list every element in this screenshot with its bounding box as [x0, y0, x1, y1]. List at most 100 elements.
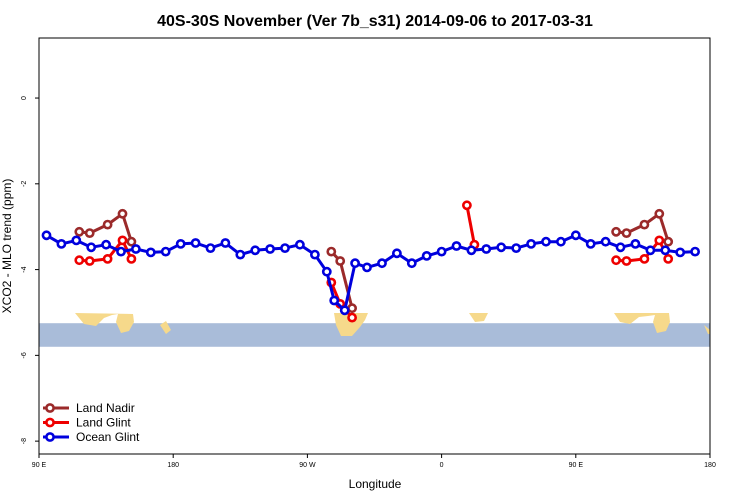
x-tick-label: 90 E [32, 462, 47, 469]
data-point-land-nadir [84, 228, 95, 238]
data-point-ocean-glint [220, 238, 231, 248]
data-point-ocean-glint [436, 246, 447, 257]
world-map-band [39, 313, 710, 347]
y-tick-label: 0 [21, 96, 28, 100]
data-point-land-nadir [663, 236, 674, 247]
data-point-ocean-glint [615, 242, 626, 253]
land-shape [614, 313, 670, 333]
data-point-ocean-glint [406, 258, 417, 269]
data-point-ocean-glint [630, 238, 641, 249]
data-point-ocean-glint [101, 239, 111, 250]
data-point-ocean-glint [350, 258, 360, 269]
data-point-ocean-glint [362, 262, 372, 273]
data-point-ocean-glint [526, 238, 536, 249]
legend-item-ocean-glint: Ocean Glint [43, 430, 140, 444]
data-point-land-glint [621, 256, 632, 266]
data-point-ocean-glint [660, 245, 671, 256]
land-shape [704, 325, 710, 334]
data-point-ocean-glint [205, 243, 216, 253]
data-point-land-nadir [639, 219, 650, 230]
data-point-ocean-glint [675, 247, 686, 258]
data-point-ocean-glint [339, 305, 350, 316]
land-shape [334, 313, 368, 336]
data-point-ocean-glint [466, 245, 477, 256]
series-line-ocean-glint [45, 233, 696, 312]
data-point-ocean-glint [145, 247, 156, 258]
data-point-ocean-glint [585, 238, 596, 249]
data-point-ocean-glint [160, 246, 171, 257]
data-point-land-glint [611, 255, 621, 266]
data-point-ocean-glint [235, 249, 246, 260]
data-point-ocean-glint [556, 236, 566, 247]
data-point-ocean-glint [511, 243, 522, 253]
y-tick-label: -2 [21, 181, 28, 187]
y-tick-label: -4 [21, 266, 28, 272]
legend-marker [45, 432, 55, 442]
data-point-ocean-glint [481, 244, 492, 254]
data-point-land-nadir [74, 226, 85, 237]
data-point-land-glint [126, 253, 137, 264]
land-shape [75, 313, 134, 333]
data-point-land-nadir [126, 236, 137, 247]
data-point-ocean-glint [71, 235, 82, 246]
data-point-ocean-glint [570, 230, 581, 241]
land-shape [160, 321, 171, 334]
series-line-land-glint [465, 205, 476, 245]
data-point-ocean-glint [56, 238, 67, 249]
data-point-ocean-glint [280, 243, 290, 253]
data-point-land-glint [663, 253, 674, 264]
data-point-ocean-glint [190, 238, 201, 248]
y-tick-label: -6 [21, 352, 28, 358]
data-point-ocean-glint [329, 295, 340, 306]
data-point-ocean-glint [309, 249, 320, 260]
legend-item-land-glint: Land Glint [43, 416, 131, 430]
x-tick-label: 180 [704, 462, 716, 469]
data-point-land-nadir [621, 228, 632, 238]
data-point-land-glint [102, 253, 113, 264]
legend-item-land-nadir: Land Nadir [43, 401, 135, 415]
data-point-land-glint [74, 255, 85, 266]
data-point-land-nadir [335, 256, 346, 266]
data-point-land-nadir [102, 219, 113, 230]
x-tick-label: 180 [167, 462, 179, 469]
data-point-ocean-glint [541, 236, 551, 247]
data-point-ocean-glint [496, 242, 507, 253]
data-point-ocean-glint [391, 248, 402, 259]
ocean-band [39, 323, 710, 347]
data-point-ocean-glint [377, 258, 387, 269]
data-point-land-glint [461, 200, 472, 211]
data-point-ocean-glint [130, 244, 141, 254]
y-axis: 0 -2 -4 -6 -8 [21, 96, 39, 444]
data-point-ocean-glint [690, 246, 700, 257]
land-shape [469, 313, 488, 322]
y-tick-label: -8 [21, 438, 28, 444]
data-point-land-nadir [611, 226, 621, 237]
data-point-ocean-glint [175, 238, 186, 249]
data-point-ocean-glint [265, 244, 275, 254]
series-land-glint [74, 200, 674, 323]
data-point-ocean-glint [645, 245, 656, 256]
x-axis-label: Longitude [349, 477, 402, 491]
data-point-land-glint [654, 235, 665, 246]
chart-title: 40S-30S November (Ver 7b_s31) 2014-09-06… [157, 13, 593, 30]
data-point-land-glint [347, 312, 357, 323]
data-point-land-nadir [654, 208, 665, 219]
data-point-ocean-glint [86, 242, 97, 253]
series-ocean-glint [41, 230, 700, 316]
data-point-land-nadir [117, 208, 128, 219]
data-point-ocean-glint [600, 236, 611, 247]
legend-label: Land Nadir [76, 401, 135, 415]
data-point-ocean-glint [451, 241, 462, 251]
series-layer [41, 200, 700, 323]
data-point-land-nadir [326, 246, 337, 257]
data-point-ocean-glint [294, 239, 305, 250]
data-point-ocean-glint [421, 250, 432, 261]
data-point-ocean-glint [250, 245, 261, 256]
plot-frame [38, 37, 711, 455]
x-tick-label: 90 W [299, 462, 316, 469]
data-point-land-glint [117, 235, 128, 246]
legend-label: Land Glint [76, 416, 131, 430]
x-tick-label: 90 E [569, 462, 584, 469]
x-axis: 90 E 180 90 W 0 90 E 180 [32, 454, 716, 469]
